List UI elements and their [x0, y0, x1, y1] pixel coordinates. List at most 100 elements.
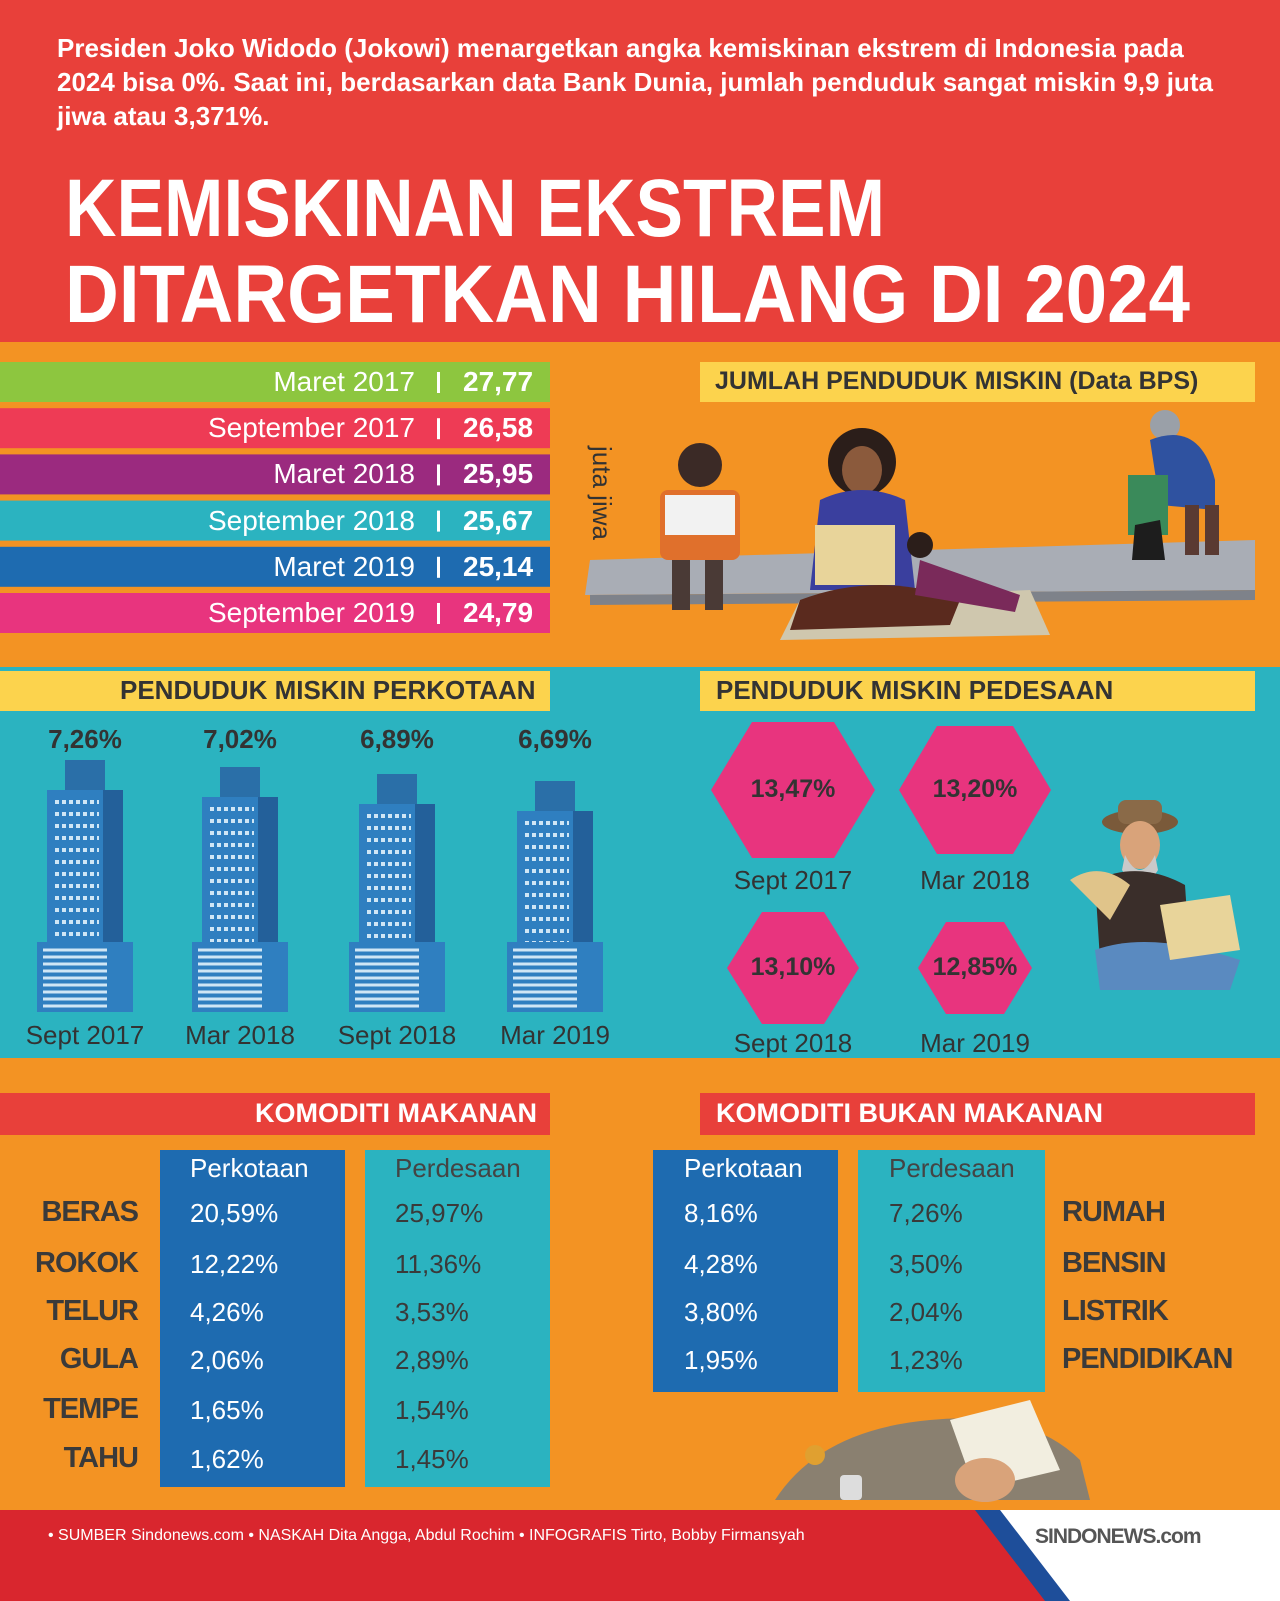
intro-text: Presiden Joko Widodo (Jokowi) menargetka… [57, 33, 1213, 131]
value: 25,67 [463, 504, 534, 536]
urban-value: 7,26% [48, 724, 122, 754]
row-bar [0, 408, 550, 449]
building-side [103, 790, 123, 970]
divider [0, 1058, 1280, 1070]
cell: 7,26% [889, 1198, 963, 1228]
section-title: KOMODITI MAKANAN [255, 1098, 537, 1128]
row-bar [0, 593, 550, 633]
label-box [0, 1093, 550, 1135]
cell: 2,04% [889, 1297, 963, 1327]
row-name: TEMPE [43, 1393, 139, 1425]
cell: 1,23% [889, 1345, 963, 1375]
urban-label: Mar 2019 [500, 1020, 610, 1050]
logo-stripe [975, 1510, 1070, 1601]
section-title: JUMLAH PENDUDUK MISKIN (Data BPS) [715, 367, 1199, 395]
separator [437, 510, 440, 532]
label-box [700, 1093, 1255, 1135]
period: Maret 2017 [273, 366, 415, 397]
row-name: BENSIN [1062, 1247, 1167, 1279]
value: 27,77 [463, 366, 534, 397]
title-line: KEMISKINAN EKSTREM [65, 163, 885, 254]
urban-label: Sept 2018 [337, 1020, 457, 1050]
separator [437, 464, 440, 486]
table-column [653, 1150, 838, 1392]
cell: 25,97% [395, 1198, 484, 1228]
table-column [160, 1150, 345, 1487]
divider [0, 655, 1280, 667]
column-header: Perkotaan [190, 1153, 309, 1183]
period: September 2019 [207, 597, 415, 628]
column-header: Perkotaan [684, 1153, 803, 1183]
value: 25,14 [463, 550, 534, 582]
logo-area [990, 1510, 1280, 1601]
period: Maret 2019 [273, 550, 415, 582]
period: September 2017 [207, 412, 415, 444]
row-bar [0, 500, 550, 541]
rural-label: Sept 2017 [733, 865, 853, 895]
sleeping-illustration [775, 1400, 1090, 1502]
cell: 2,06% [190, 1345, 264, 1375]
row-name: TAHU [63, 1442, 139, 1474]
table-column [365, 1150, 550, 1487]
row-name: GULA [59, 1343, 139, 1375]
separator [437, 556, 440, 578]
building-side [415, 804, 435, 970]
label-box [700, 671, 1255, 711]
cell: 3,50% [889, 1249, 963, 1279]
separator [437, 603, 440, 624]
cell: 4,28% [684, 1249, 758, 1279]
credits: • SUMBER Sindonews.com • NASKAH Dita Ang… [48, 1527, 805, 1544]
cell: 20,59% [190, 1198, 279, 1228]
urban-value: 6,89% [360, 724, 434, 754]
logo: SINDONEWS.com [1035, 1525, 1202, 1548]
rural-value: 13,10% [750, 953, 836, 981]
separator [437, 418, 440, 440]
building-top [220, 767, 260, 797]
row-name: ROKOK [35, 1247, 139, 1279]
label-box [0, 671, 550, 711]
building-side [573, 811, 593, 970]
building-top [377, 774, 417, 804]
cell: 8,16% [684, 1198, 758, 1228]
cell: 1,54% [395, 1395, 469, 1425]
cell: 3,53% [395, 1297, 469, 1327]
separator [437, 372, 440, 393]
label-box [700, 362, 1255, 402]
urban-label: Sept 2017 [25, 1020, 145, 1050]
building-top [65, 760, 105, 790]
section-title: KOMODITI BUKAN MAKANAN [716, 1098, 1103, 1128]
table-column [858, 1150, 1045, 1392]
cell: 1,95% [684, 1345, 758, 1375]
urban-value: 7,02% [203, 724, 277, 754]
rural-value: 12,85% [932, 953, 1018, 981]
row-bar [0, 546, 550, 587]
cell: 11,36% [395, 1249, 482, 1279]
rural-label: Mar 2019 [920, 1028, 1030, 1058]
cell: 4,26% [190, 1297, 264, 1327]
hexagons [711, 722, 1051, 1024]
header-band [0, 0, 1280, 342]
row-name: RUMAH [1062, 1196, 1166, 1228]
unit-label: juta jiwa [586, 446, 617, 540]
value: 25,95 [463, 458, 534, 490]
cell: 2,89% [395, 1345, 469, 1375]
urban-label: Mar 2018 [185, 1020, 295, 1050]
street-illustration [585, 410, 1255, 640]
cell: 12,22% [190, 1249, 279, 1279]
section-title: PENDUDUK MISKIN PEDESAAN [716, 675, 1114, 705]
man-illustration [1070, 800, 1240, 990]
cell: 1,45% [395, 1444, 469, 1474]
building-top [535, 781, 575, 811]
cell: 1,62% [190, 1444, 264, 1474]
urban-value: 6,69% [518, 724, 592, 754]
section-title: PENDUDUK MISKIN PERKOTAAN [120, 675, 536, 705]
row-bar [0, 454, 550, 495]
row-name: PENDIDIKAN [1062, 1343, 1233, 1375]
rural-value: 13,47% [750, 775, 836, 803]
rural-value: 13,20% [932, 775, 1018, 803]
cell: 1,65% [190, 1395, 264, 1425]
rural-label: Sept 2018 [733, 1028, 853, 1058]
cell: 3,80% [684, 1297, 758, 1327]
